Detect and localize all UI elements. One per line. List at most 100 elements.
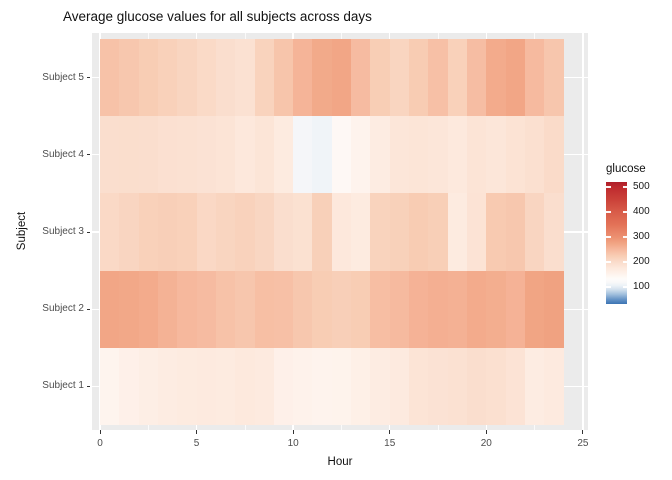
x-tick-mark xyxy=(196,430,198,434)
heatmap-tile xyxy=(196,270,217,349)
heatmap-tile xyxy=(447,347,468,425)
heatmap-tile xyxy=(331,116,352,194)
y-tick-mark xyxy=(86,385,90,387)
y-tick-label: Subject 1 xyxy=(42,380,84,392)
x-tick-label: 5 xyxy=(193,438,200,449)
heatmap-tile xyxy=(467,39,487,117)
heatmap-tile xyxy=(409,39,429,117)
heatmap-tile xyxy=(273,193,294,271)
heatmap-tile xyxy=(235,193,256,271)
heatmap-tile xyxy=(177,116,198,194)
heatmap-tile xyxy=(351,193,371,271)
heatmap-tile xyxy=(370,116,391,194)
y-tick-mark xyxy=(86,77,90,79)
legend-tick-mark xyxy=(622,186,627,188)
heatmap-tile xyxy=(119,116,140,194)
heatmap-tile xyxy=(273,116,294,194)
heatmap-tile xyxy=(157,193,178,271)
heatmap-tile xyxy=(389,347,410,425)
heatmap-tile xyxy=(235,270,256,349)
legend-tick-mark xyxy=(622,261,627,263)
heatmap-tile xyxy=(409,270,429,349)
heatmap-tile xyxy=(351,39,371,117)
heatmap-tile xyxy=(524,39,545,117)
heatmap-tile xyxy=(389,39,410,117)
heatmap-tile xyxy=(215,347,236,425)
heatmap-tile xyxy=(370,39,391,117)
heatmap-tile xyxy=(486,270,507,349)
heatmap-tile xyxy=(524,347,545,425)
heatmap-tile xyxy=(428,39,449,117)
legend-tick-mark xyxy=(622,211,627,213)
x-tick-label: 25 xyxy=(577,438,589,449)
heatmap-tile xyxy=(409,193,429,271)
legend-tick-mark xyxy=(606,236,611,238)
heatmap-tile xyxy=(351,347,371,425)
heatmap-tile xyxy=(293,39,313,117)
heatmap-tile xyxy=(505,193,526,271)
heatmap-tile xyxy=(196,116,217,194)
heatmap-tile xyxy=(544,39,565,117)
y-tick-mark xyxy=(86,154,90,156)
heatmap-tile xyxy=(428,347,449,425)
heatmap-tile xyxy=(215,39,236,117)
heatmap-tile xyxy=(389,116,410,194)
heatmap-tile xyxy=(447,116,468,194)
x-tick-mark xyxy=(485,430,487,434)
heatmap-tile xyxy=(177,270,198,349)
heatmap-tile xyxy=(293,193,313,271)
heatmap-tile xyxy=(177,193,198,271)
heatmap-tile xyxy=(138,270,159,349)
legend-tick-label: 500 xyxy=(633,181,650,192)
heatmap-tile xyxy=(505,270,526,349)
heatmap-tile xyxy=(544,347,565,425)
heatmap-tile xyxy=(486,347,507,425)
heatmap-tile xyxy=(235,39,256,117)
heatmap-tile xyxy=(467,116,487,194)
heatmap-tile xyxy=(312,39,333,117)
x-tick-label: 10 xyxy=(287,438,299,449)
heatmap-tile xyxy=(100,116,120,194)
heatmap-tile xyxy=(447,193,468,271)
heatmap-panel xyxy=(92,33,588,430)
heatmap-tile xyxy=(177,39,198,117)
heatmap-tile xyxy=(215,116,236,194)
heatmap-tile xyxy=(100,270,120,349)
heatmap-tile xyxy=(273,270,294,349)
heatmap-tile xyxy=(138,39,159,117)
heatmap-tile xyxy=(196,39,217,117)
heatmap-tile xyxy=(370,347,391,425)
heatmap-tile xyxy=(157,270,178,349)
heatmap-tile xyxy=(370,270,391,349)
heatmap-tile xyxy=(544,116,565,194)
heatmap-tile xyxy=(447,39,468,117)
heatmap-tile xyxy=(157,116,178,194)
heatmap-tile xyxy=(524,116,545,194)
heatmap-tile xyxy=(351,116,371,194)
heatmap-tile xyxy=(138,193,159,271)
heatmap-tile xyxy=(351,270,371,349)
x-tick-mark xyxy=(389,430,391,434)
heatmap-tile xyxy=(100,347,120,425)
legend-tick-mark xyxy=(622,286,627,288)
heatmap-tile xyxy=(389,193,410,271)
heatmap-tile xyxy=(177,347,198,425)
heatmap-tile xyxy=(428,270,449,349)
heatmap-tile xyxy=(273,347,294,425)
legend-tick-mark xyxy=(606,211,611,213)
y-tick-label: Subject 5 xyxy=(42,71,84,83)
heatmap-tile xyxy=(312,347,333,425)
y-tick-label: Subject 3 xyxy=(42,226,84,237)
heatmap-tile xyxy=(100,39,120,117)
heatmap-tile xyxy=(138,347,159,425)
heatmap-tile xyxy=(293,347,313,425)
x-tick-mark xyxy=(292,430,294,434)
heatmap-tile xyxy=(196,193,217,271)
y-tick-label: Subject 2 xyxy=(42,303,84,315)
heatmap-tile xyxy=(331,39,352,117)
x-tick-label: 15 xyxy=(384,438,396,449)
heatmap-tile xyxy=(235,347,256,425)
x-tick-label: 20 xyxy=(480,438,492,449)
legend-tick-mark xyxy=(606,286,611,288)
